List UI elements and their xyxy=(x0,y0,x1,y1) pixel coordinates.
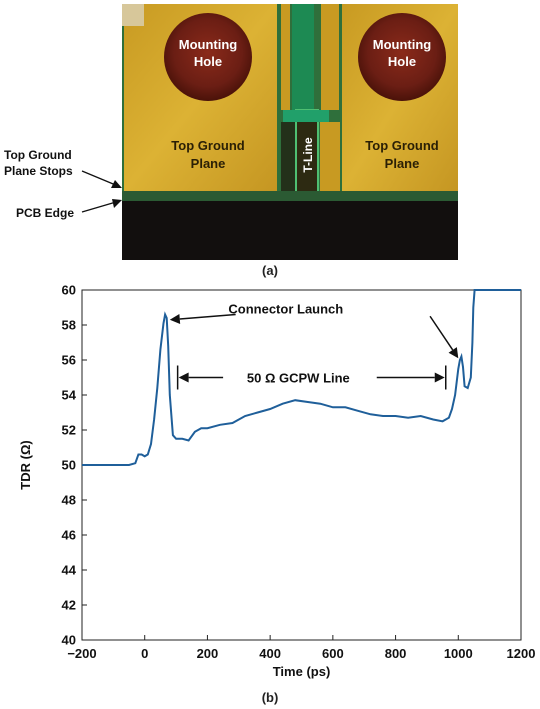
connector-launch-annotation: Connector Launch xyxy=(228,301,343,316)
y-tick-label: 42 xyxy=(62,598,76,613)
right-mounting-hole xyxy=(358,13,446,101)
gcpw-right-arrowhead xyxy=(434,372,445,383)
tdr-chart: 40 42 44 46 48 50 52 54 56 58 60 −200 0 200 400 600 800… xyxy=(18,283,535,680)
x-tick-label: 1200 xyxy=(507,646,536,661)
pcb-edge-arrow xyxy=(81,201,117,213)
pcb-photo-panel: Mounting Hole Mounting Hole Top Ground P… xyxy=(0,0,540,262)
y-tick-label: 48 xyxy=(62,493,76,508)
left-top-copper-strip xyxy=(281,4,290,110)
connector-launch-right-arrow xyxy=(429,315,454,351)
connector-launch-left-arrow xyxy=(179,313,236,320)
plane-stops-arrowhead xyxy=(111,180,122,188)
trace-highlight xyxy=(283,110,329,122)
tdr-chart-panel: 40 42 44 46 48 50 52 54 56 58 60 −200 0 200 400 600 800… xyxy=(0,280,540,690)
x-tick-label: 600 xyxy=(322,646,344,661)
left-plane-label-2: Plane xyxy=(191,156,226,171)
connector-launch-right-arrowhead xyxy=(448,347,459,359)
plot-frame xyxy=(81,289,522,641)
center-copper-top xyxy=(292,4,314,110)
x-tick-label: 400 xyxy=(259,646,281,661)
pcb-edge-arrowhead xyxy=(112,199,122,208)
left-hole-label-1: Mounting xyxy=(179,37,238,52)
x-axis-label: Time (ps) xyxy=(273,664,331,679)
x-tick-label: 1000 xyxy=(444,646,473,661)
y-tick-label: 44 xyxy=(62,563,77,578)
right-plane-label-2: Plane xyxy=(385,156,420,171)
y-tick-label: 40 xyxy=(62,633,76,648)
center-copper-top-2 xyxy=(321,4,339,110)
tdr-series-line xyxy=(82,289,521,466)
plane-stops-callout-1: Top Ground xyxy=(4,148,72,162)
y-tick-label: 58 xyxy=(62,318,76,333)
x-tick-label: 800 xyxy=(385,646,407,661)
gcpw-line-annotation: 50 Ω GCPW Line xyxy=(247,371,350,386)
pcb-edge-region xyxy=(122,201,458,260)
right-hole-label-1: Mounting xyxy=(373,37,432,52)
y-tick-label: 46 xyxy=(62,528,76,543)
plane-stops-callout-2: Plane Stops xyxy=(4,164,73,178)
connector-launch-left-arrowhead xyxy=(169,313,181,324)
plane-stops-arrow xyxy=(81,170,119,187)
x-tick-label: −200 xyxy=(67,646,96,661)
caption-b: (b) xyxy=(261,690,279,705)
left-plane-label-1: Top Ground xyxy=(171,138,244,153)
y-tick-label: 60 xyxy=(62,283,76,298)
caption-a: (a) xyxy=(262,263,278,278)
y-tick-label: 56 xyxy=(62,353,76,368)
x-tick-label: 0 xyxy=(141,646,148,661)
y-axis-label: TDR (Ω) xyxy=(18,440,33,489)
y-tick-label: 50 xyxy=(62,458,76,473)
gcpw-left-arrowhead xyxy=(178,372,189,383)
tline-label: T-Line xyxy=(301,137,315,173)
pcb-edge-callout: PCB Edge xyxy=(16,206,74,220)
corner-patch xyxy=(122,4,144,26)
x-axis-ticks: −200 0 200 400 600 800 1000 1200 xyxy=(67,635,535,661)
right-plane-label-1: Top Ground xyxy=(365,138,438,153)
trace-gap-right xyxy=(320,122,340,200)
y-tick-label: 52 xyxy=(62,423,76,438)
plane-stop-band xyxy=(122,191,458,201)
y-tick-label: 54 xyxy=(62,388,77,403)
left-mounting-hole xyxy=(164,13,252,101)
x-tick-label: 200 xyxy=(197,646,219,661)
left-hole-label-2: Hole xyxy=(194,54,222,69)
right-hole-label-2: Hole xyxy=(388,54,416,69)
trace-gap-left xyxy=(281,122,295,200)
y-axis-ticks: 40 42 44 46 48 50 52 54 56 58 60 xyxy=(62,283,87,648)
